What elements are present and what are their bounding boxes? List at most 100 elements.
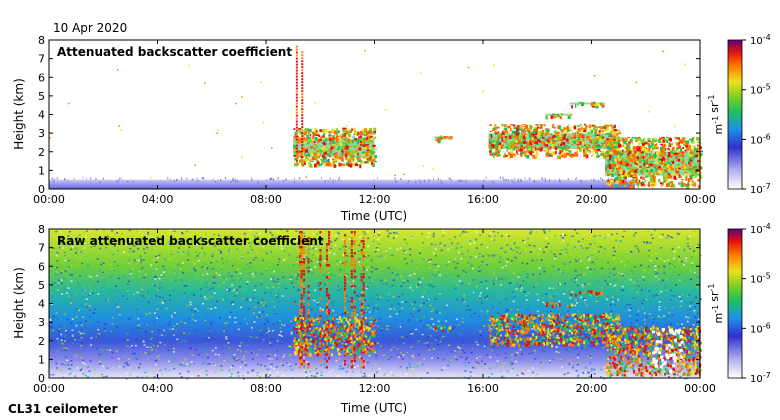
cloud-pixel	[354, 162, 358, 167]
noise-pixel	[537, 340, 540, 343]
noise-pixel	[389, 308, 392, 310]
noise-pixel	[256, 236, 259, 239]
cloud-pixel	[363, 132, 366, 135]
noise-pixel	[434, 339, 437, 342]
noise-pixel	[459, 234, 462, 237]
noise-pixel	[554, 323, 557, 325]
noise-pixel	[87, 263, 90, 266]
noise-pixel	[421, 233, 424, 235]
noise-pixel	[609, 330, 612, 332]
noise-pixel	[57, 265, 60, 267]
cloud-pixel	[641, 172, 644, 175]
noise-pixel	[654, 355, 657, 358]
noise-pixel	[89, 360, 92, 362]
noise-pixel	[519, 348, 522, 351]
backscatter-speck	[173, 180, 175, 183]
cloud-pixel	[695, 137, 700, 141]
backscatter-speck	[373, 178, 375, 181]
cloud-pixel	[566, 146, 569, 151]
cloud-pixel	[699, 146, 703, 149]
noise-pixel	[227, 289, 230, 292]
noise-pixel	[153, 320, 156, 323]
cloud-pixel	[681, 161, 685, 164]
cloud-pixel	[600, 129, 603, 134]
noise-pixel	[461, 341, 464, 344]
noise-pixel	[225, 260, 228, 263]
backscatter-speck	[271, 177, 273, 180]
noise-pixel	[82, 332, 85, 335]
cloud-pixel	[511, 140, 515, 143]
noise-pixel	[457, 305, 460, 307]
noise-pixel	[619, 323, 622, 325]
cloud-pixel	[615, 164, 619, 168]
noise-pixel	[520, 353, 523, 356]
noise-pixel	[50, 289, 53, 292]
noise-pixel	[235, 248, 238, 250]
streak-pixel	[295, 123, 298, 126]
noise-pixel	[389, 247, 392, 249]
noise-pixel	[125, 317, 128, 320]
cloud-pixel	[620, 151, 624, 155]
noise-pixel	[432, 308, 435, 310]
noise-pixel	[613, 285, 616, 287]
noise-speck	[467, 66, 470, 69]
noise-pixel	[218, 317, 221, 319]
noise-speck	[422, 165, 425, 167]
noise-pixel	[538, 267, 541, 270]
cloud-pixel	[686, 147, 689, 151]
noise-pixel	[273, 314, 276, 316]
cloud-pixel	[575, 150, 578, 153]
cloud-pixel	[691, 158, 694, 162]
noise-pixel	[366, 361, 369, 364]
noise-pixel	[266, 331, 269, 333]
cloud-pixel	[321, 135, 326, 139]
noise-pixel	[277, 375, 280, 378]
noise-pixel	[483, 325, 486, 327]
noise-pixel	[560, 249, 563, 251]
noise-pixel	[552, 295, 555, 298]
noise-pixel	[132, 346, 135, 349]
cloud-pixel	[536, 148, 540, 150]
noise-pixel	[627, 260, 630, 263]
noise-pixel	[280, 362, 283, 365]
cloud-pixel	[618, 136, 621, 140]
cloud-pixel	[496, 151, 499, 155]
streak-pixel	[301, 75, 304, 78]
noise-pixel	[503, 263, 506, 266]
noise-pixel	[678, 296, 681, 298]
noise-pixel	[61, 287, 64, 289]
noise-pixel	[222, 352, 225, 355]
noise-pixel	[150, 351, 153, 354]
noise-pixel	[478, 356, 481, 358]
cloud-pixel	[329, 138, 332, 142]
noise-pixel	[156, 236, 159, 239]
noise-pixel	[172, 315, 175, 318]
noise-pixel	[60, 293, 63, 295]
noise-speck	[605, 157, 608, 159]
noise-pixel	[387, 358, 390, 360]
noise-pixel	[613, 295, 616, 297]
noise-pixel	[352, 255, 355, 258]
noise-pixel	[242, 375, 245, 377]
streak-pixel	[301, 135, 304, 138]
noise-pixel	[156, 256, 159, 259]
backscatter-speck	[559, 180, 561, 183]
noise-pixel	[352, 326, 355, 328]
cloud-pixel	[333, 160, 338, 163]
cloud-pixel	[550, 133, 553, 136]
noise-pixel	[184, 292, 187, 294]
noise-pixel	[209, 329, 212, 332]
cloud-pixel	[503, 140, 507, 143]
cloud-pixel	[512, 153, 516, 156]
noise-pixel	[242, 377, 245, 380]
noise-pixel	[159, 341, 162, 344]
noise-pixel	[513, 296, 516, 298]
noise-pixel	[518, 286, 521, 288]
cloud-pixel	[568, 146, 570, 149]
backscatter-speck	[513, 180, 515, 183]
noise-pixel	[345, 370, 348, 373]
noise-pixel	[203, 262, 206, 265]
noise-pixel	[202, 274, 205, 276]
noise-pixel	[481, 318, 484, 321]
cloud-pixel	[674, 157, 678, 159]
